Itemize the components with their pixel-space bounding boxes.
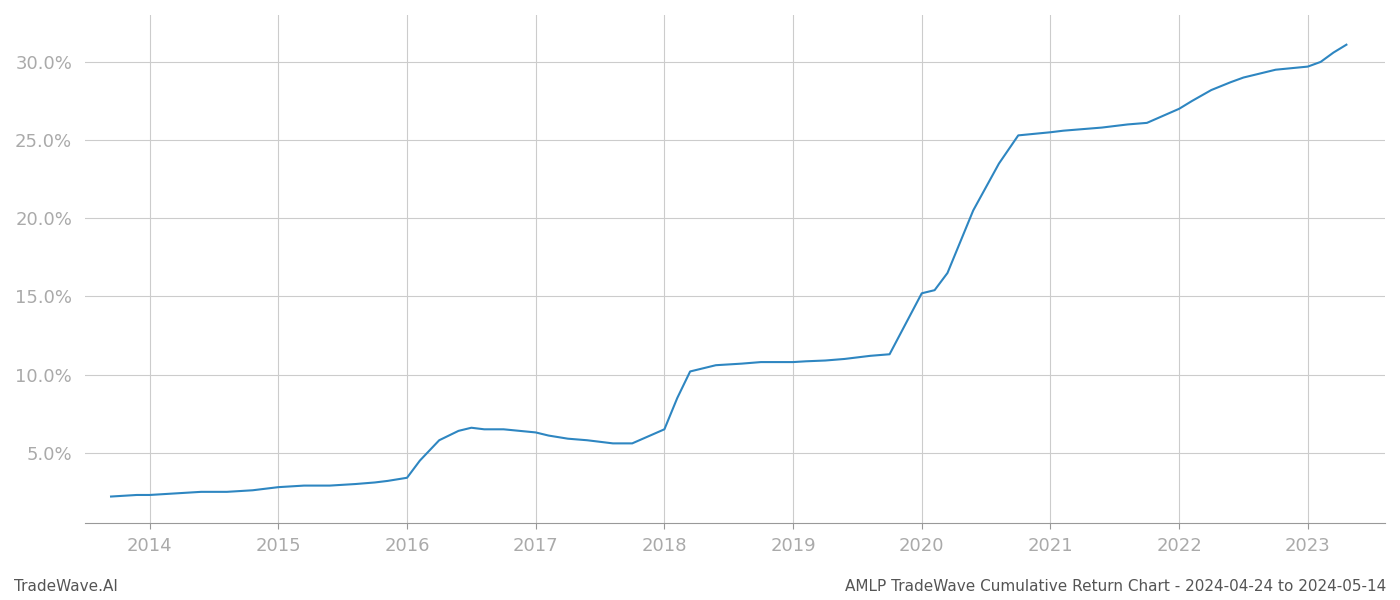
Text: AMLP TradeWave Cumulative Return Chart - 2024-04-24 to 2024-05-14: AMLP TradeWave Cumulative Return Chart -… bbox=[844, 579, 1386, 594]
Text: TradeWave.AI: TradeWave.AI bbox=[14, 579, 118, 594]
